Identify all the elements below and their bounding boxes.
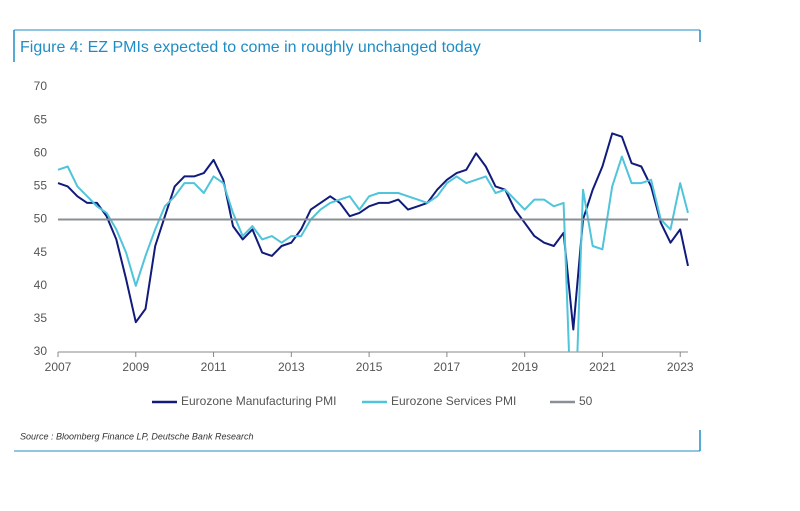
y-tick-label: 55	[34, 179, 48, 193]
source: Source : Bloomberg Finance LP, Deutsche …	[20, 431, 253, 441]
y-tick-label: 50	[34, 212, 48, 226]
x-tick-label: 2023	[667, 360, 694, 374]
y-tick-label: 40	[34, 278, 48, 292]
y-tick-label: 35	[34, 311, 48, 325]
plot-area	[57, 132, 689, 352]
x-tick-label: 2021	[589, 360, 616, 374]
legend-label: 50	[579, 394, 593, 408]
y-tick-label: 30	[34, 344, 48, 358]
y-tick-label: 65	[34, 112, 48, 126]
x-tick-label: 2015	[356, 360, 383, 374]
x-tick-label: 2009	[122, 360, 149, 374]
y-tick-label: 70	[34, 79, 48, 93]
y-tick-label: 45	[34, 245, 48, 259]
y-tick-label: 60	[34, 145, 48, 159]
series-line	[57, 132, 689, 331]
legend-label: Eurozone Manufacturing PMI	[181, 394, 336, 408]
x-tick-label: 2011	[201, 360, 227, 374]
x-tick-label: 2007	[45, 360, 72, 374]
series-line	[57, 155, 689, 352]
chart-title: Figure 4: EZ PMIs expected to come in ro…	[20, 39, 481, 56]
x-tick-label: 2017	[434, 360, 461, 374]
x-tick-label: 2019	[511, 360, 538, 374]
x-tick-label: 2013	[278, 360, 305, 374]
legend-label: Eurozone Services PMI	[391, 394, 516, 408]
